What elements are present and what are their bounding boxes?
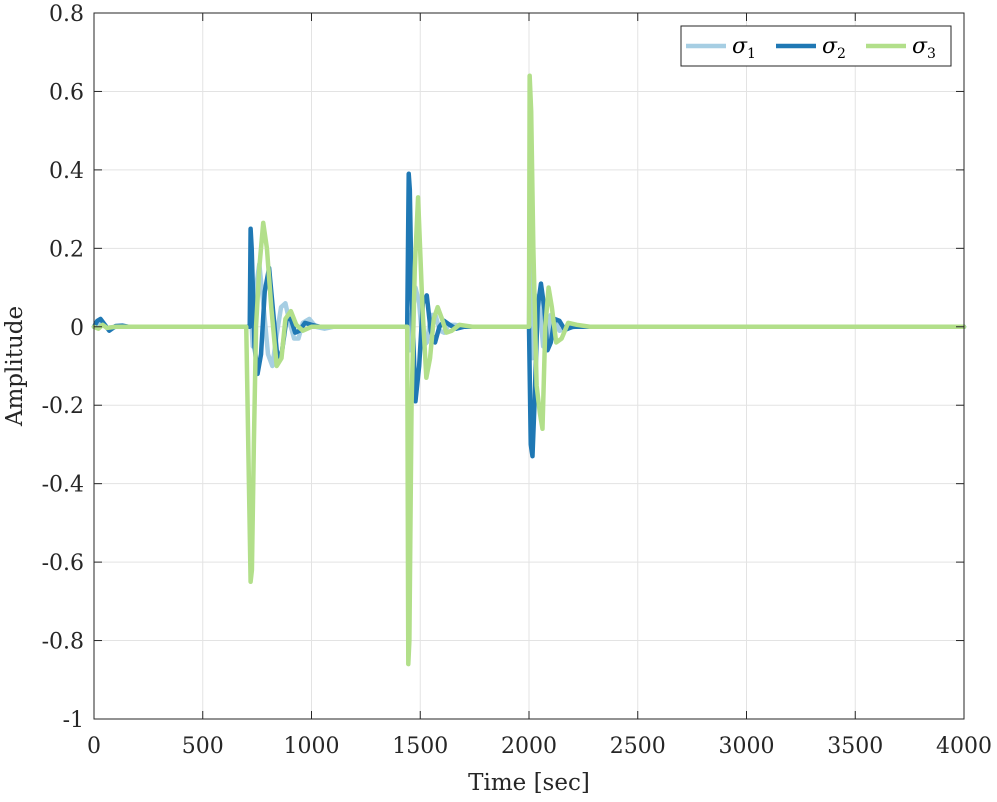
- y-tick-label: -0.2: [42, 394, 84, 419]
- y-tick-label: 0.2: [49, 237, 84, 262]
- y-tick-label: 0: [70, 316, 84, 341]
- x-tick-label: 1000: [284, 734, 340, 759]
- legend-label-sigma-1: σ1: [732, 34, 756, 62]
- y-tick-label: 0.6: [49, 80, 84, 105]
- x-tick-label: 1500: [392, 734, 448, 759]
- x-tick-label: 4000: [936, 734, 992, 759]
- x-tick-label: 500: [182, 734, 224, 759]
- y-tick-label: -0.8: [42, 630, 84, 655]
- x-axis: 0 500 1000 1500 2000 2500 3000 3500 4000: [87, 13, 992, 759]
- y-tick-label: -0.4: [42, 473, 84, 498]
- x-tick-label: 3000: [719, 734, 775, 759]
- series-line-sigma-3: [91, 73, 967, 667]
- legend: σ1 σ2 σ3: [680, 25, 952, 67]
- legend-label-sigma-3: σ3: [912, 34, 936, 62]
- x-tick-label: 3500: [827, 734, 883, 759]
- x-axis-label: Time [sec]: [468, 770, 590, 796]
- x-tick-label: 0: [87, 734, 101, 759]
- y-axis: -1 -0.8 -0.6 -0.4 -0.2 0 0.2 0.4 0.6 0.8: [42, 2, 964, 733]
- series-line-sigma-2: [91, 171, 967, 459]
- y-tick-label: -1: [63, 708, 84, 733]
- y-tick-label: -0.6: [42, 551, 84, 576]
- series-layer: [91, 73, 967, 667]
- x-tick-label: 2500: [610, 734, 666, 759]
- y-tick-label: 0.4: [49, 159, 84, 184]
- y-axis-label: Amplitude: [2, 306, 28, 427]
- legend-label-sigma-2: σ2: [822, 34, 846, 62]
- x-tick-label: 2000: [501, 734, 557, 759]
- y-tick-label: 0.8: [49, 2, 84, 27]
